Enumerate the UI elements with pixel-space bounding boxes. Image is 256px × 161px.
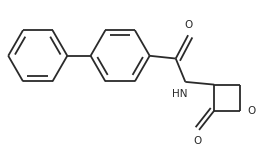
Text: O: O <box>194 136 202 146</box>
Text: HN: HN <box>172 89 188 99</box>
Text: O: O <box>184 20 192 30</box>
Text: O: O <box>248 106 256 116</box>
